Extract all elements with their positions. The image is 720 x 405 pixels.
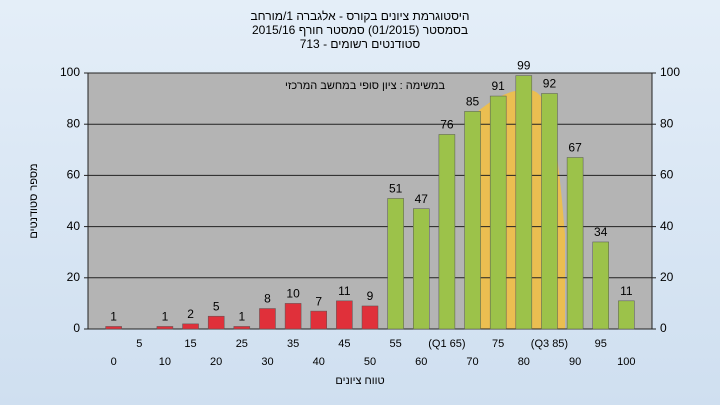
bar [413, 208, 430, 330]
y-axis-label: מספר סטודנטים [28, 163, 40, 238]
x-tick-label: 45 [338, 338, 350, 350]
bar [207, 315, 225, 330]
bar [233, 326, 251, 330]
x-tick-label: 90 [569, 356, 581, 368]
y2-tick-label: 80 [660, 116, 674, 130]
bar [105, 326, 122, 330]
y-tick-label: 0 [73, 321, 80, 335]
bar [464, 111, 481, 330]
data-label: 11 [338, 284, 351, 298]
chart-title: בסמסטר (01/2015) סמסטר חורף 2015/16 [252, 23, 468, 37]
bar [592, 241, 609, 330]
y2-tick-label: 40 [660, 219, 674, 233]
bar [182, 323, 199, 330]
x-tick-label: 5 [136, 338, 142, 350]
x-tick-label: 0 [111, 356, 117, 368]
y2-tick-label: 60 [660, 168, 674, 182]
y-tick-label: 100 [60, 65, 80, 79]
x-tick-label: 100 [617, 356, 635, 368]
bar [618, 300, 635, 330]
x-tick-label: 40 [313, 356, 325, 368]
y-tick-label: 40 [67, 219, 81, 233]
bar [489, 95, 507, 330]
x-tick-label: 35 [287, 338, 299, 350]
bar [541, 93, 558, 330]
y-tick-label: 80 [67, 116, 81, 130]
x-tick-label: 75 [492, 338, 504, 350]
data-label: 8 [264, 292, 271, 306]
x-tick-label: 20 [210, 356, 222, 368]
bar [284, 303, 302, 330]
x-tick-label: 50 [364, 356, 376, 368]
bar [336, 300, 353, 330]
data-label: 1 [162, 310, 169, 324]
y-tick-label: 20 [67, 270, 81, 284]
x-tick-label: (Q1 65) [428, 338, 465, 350]
bar [387, 198, 404, 330]
data-label: 10 [286, 287, 300, 301]
data-label: 51 [389, 182, 403, 196]
x-tick-label: 70 [466, 356, 478, 368]
x-tick-label: (Q3 85) [531, 338, 568, 350]
data-label: 5 [213, 299, 220, 313]
data-label: 99 [517, 59, 531, 73]
x-tick-label: 95 [595, 338, 607, 350]
data-label: 91 [492, 79, 506, 93]
bar [566, 157, 584, 330]
data-label: 34 [594, 225, 608, 239]
data-label: 1 [110, 310, 117, 324]
x-tick-label: 80 [518, 356, 530, 368]
bar [515, 75, 533, 330]
data-label: 76 [440, 118, 454, 132]
y2-tick-label: 100 [660, 65, 680, 79]
x-tick-label: 60 [415, 356, 427, 368]
data-label: 11 [620, 284, 633, 298]
x-tick-label: 15 [184, 338, 196, 350]
y-tick-label: 60 [67, 168, 81, 182]
annotation: במשימה : ציון סופי במחשב המרכזי [285, 80, 445, 92]
y2-tick-label: 0 [660, 321, 667, 335]
data-label: 7 [315, 294, 322, 308]
data-label: 2 [187, 307, 194, 321]
x-axis-label: טווח ציונים [335, 375, 384, 387]
x-tick-label: 10 [159, 356, 171, 368]
data-label: 85 [466, 95, 480, 109]
x-tick-label: 25 [236, 338, 248, 350]
bar [156, 326, 174, 330]
bar [259, 308, 276, 330]
x-tick-label: 55 [390, 338, 402, 350]
chart-title: היסטוגרמת ציונים בקורס - אלגברה 1/מורחב [251, 9, 470, 23]
y2-tick-label: 20 [660, 270, 674, 284]
data-label: 67 [568, 141, 582, 155]
x-tick-label: 30 [261, 356, 273, 368]
bar [310, 310, 327, 330]
data-label: 1 [238, 310, 245, 324]
chart-title: סטודנטים רשומים - 713 [300, 37, 421, 51]
data-label: 47 [415, 192, 429, 206]
data-label: 92 [543, 77, 557, 91]
bar [438, 134, 456, 330]
bar [361, 305, 379, 330]
data-label: 9 [367, 289, 374, 303]
